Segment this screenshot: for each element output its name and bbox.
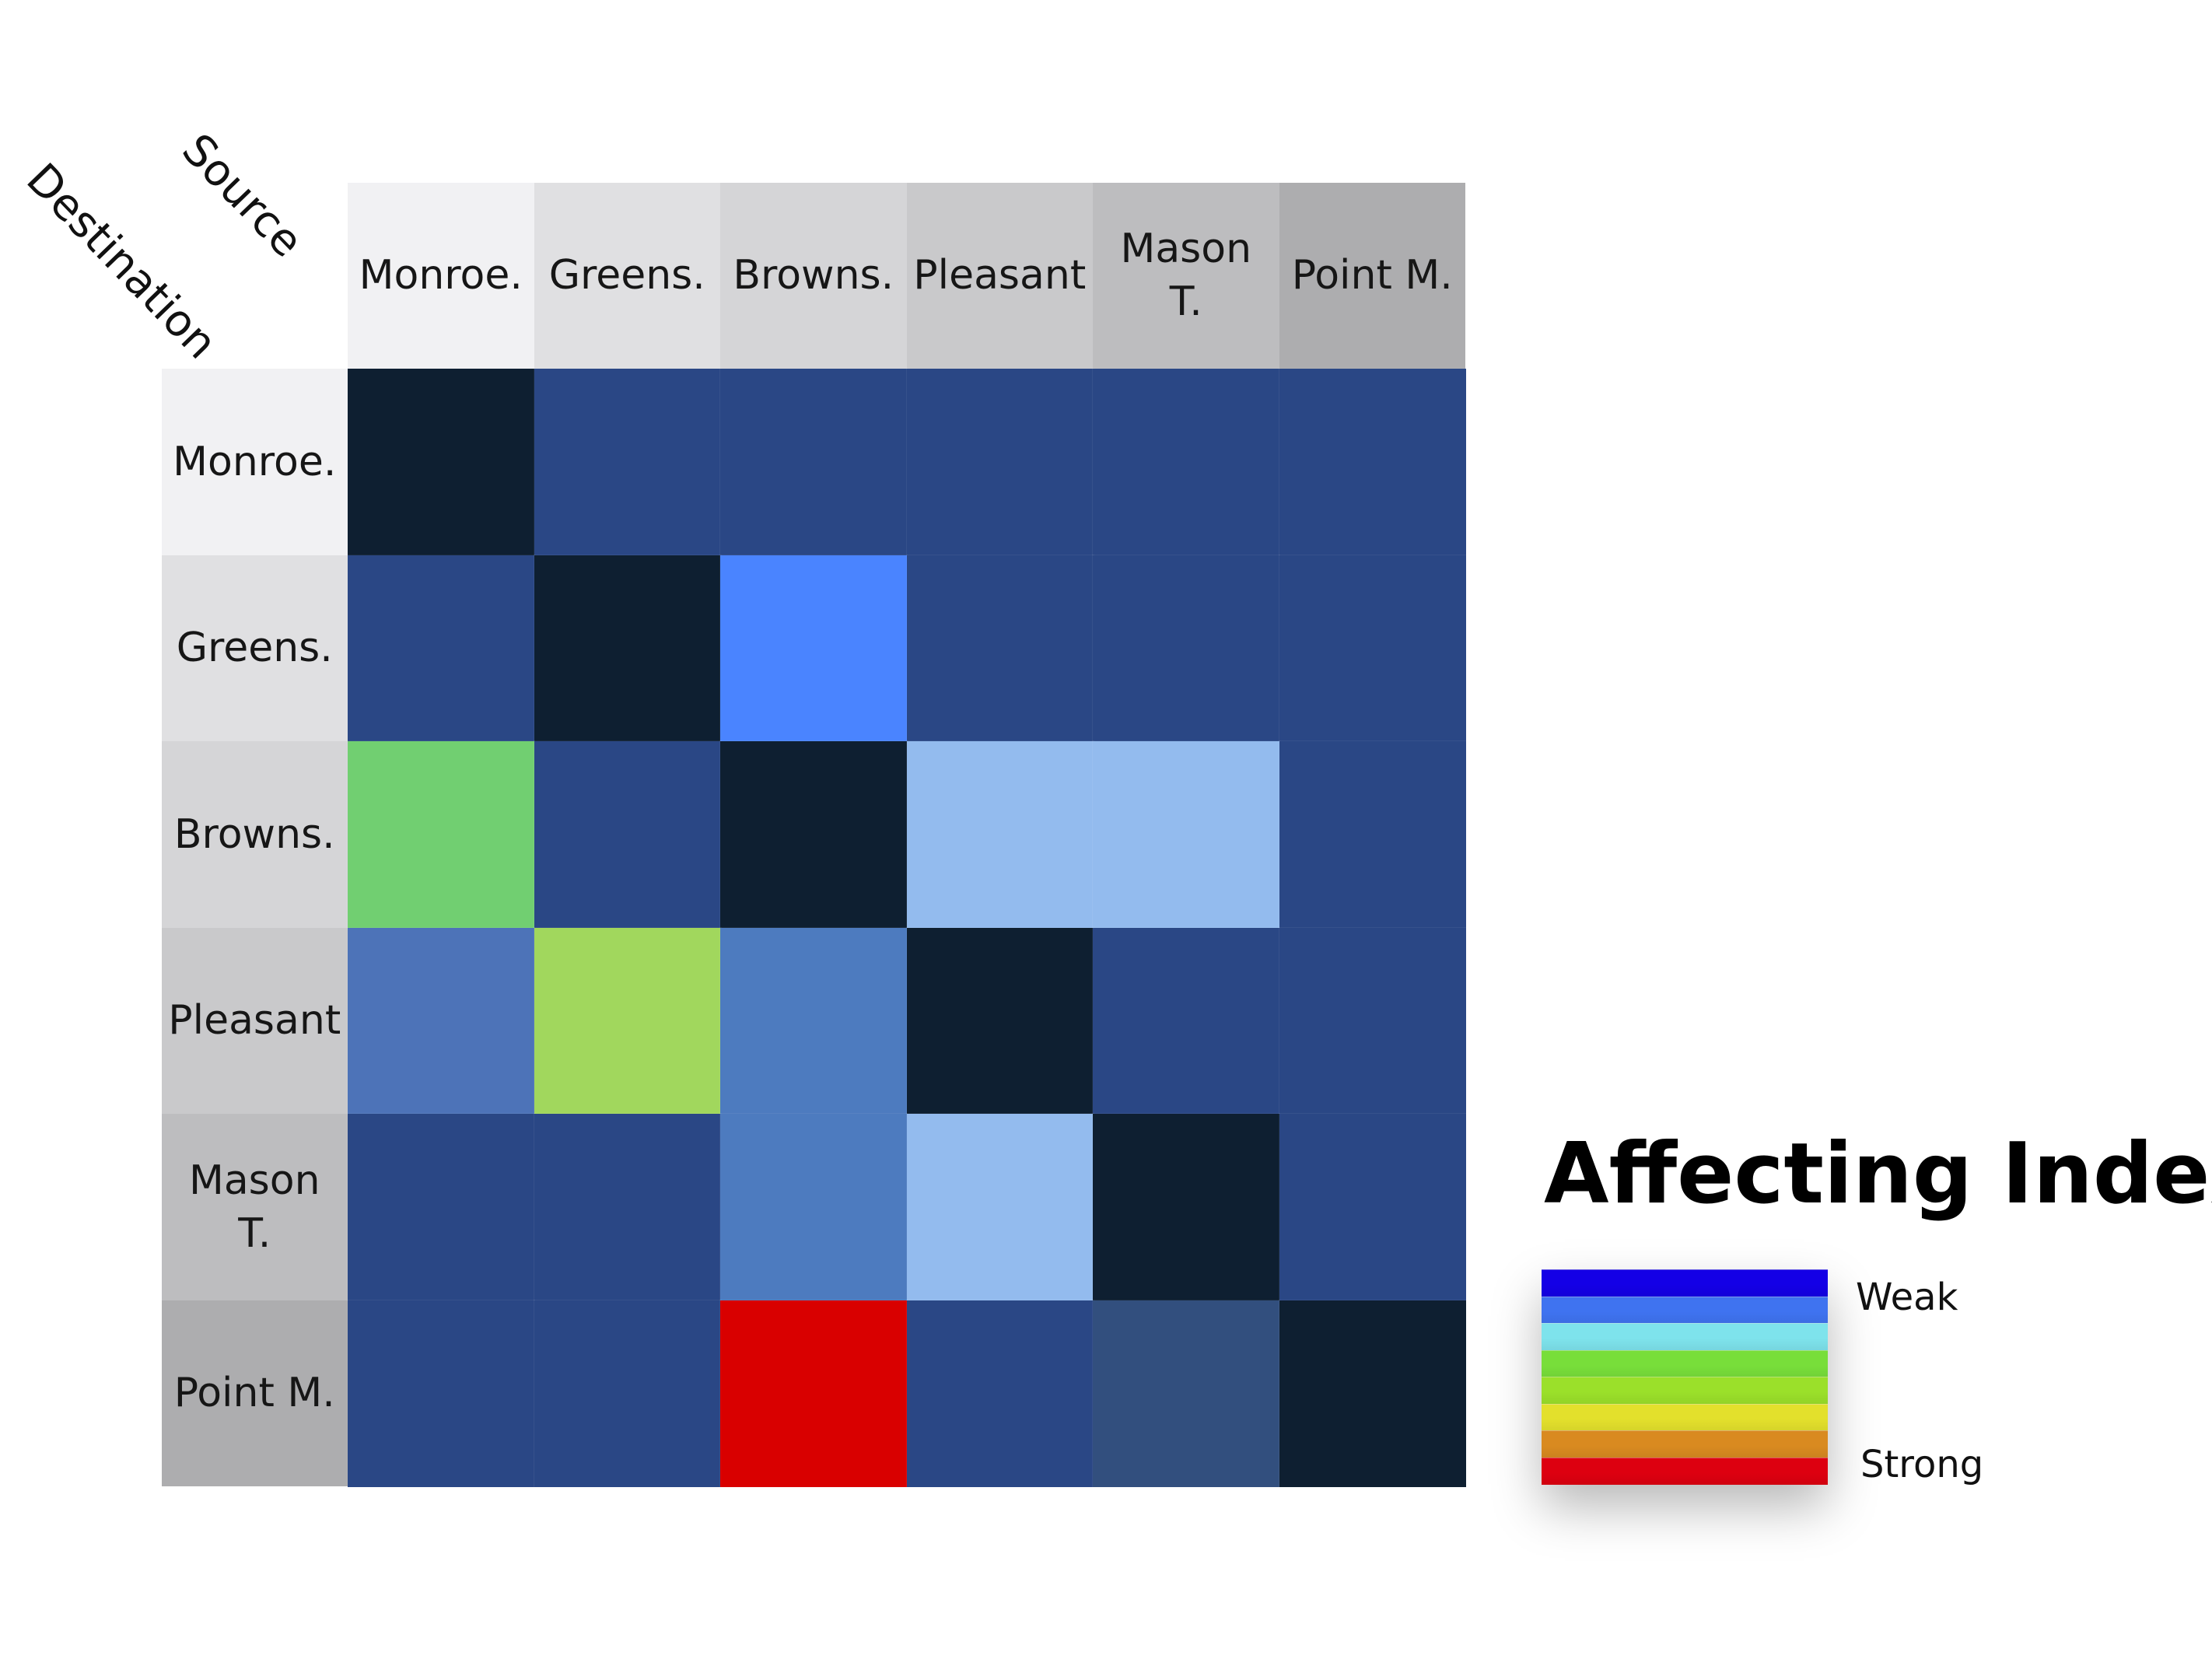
- heatmap-cell: [719, 740, 908, 929]
- heatmap-cell: [347, 926, 535, 1115]
- heatmap-cell: [905, 1299, 1094, 1488]
- legend-weak-label: Weak: [1856, 1276, 1958, 1319]
- heatmap-cell: [1278, 1299, 1467, 1488]
- column-header: Monroe.: [348, 182, 534, 369]
- heatmap-cell: [1092, 554, 1280, 743]
- heatmap-cell: [719, 368, 908, 556]
- heatmap-cell: [1278, 1113, 1467, 1301]
- heatmap-cell: [905, 1113, 1094, 1301]
- legend-band: [1542, 1323, 1828, 1350]
- column-header: Greens.: [534, 182, 720, 369]
- heatmap-cell: [1278, 740, 1467, 929]
- legend-strong-label: Strong: [1860, 1443, 1984, 1486]
- heatmap-cell: [347, 740, 535, 929]
- heatmap-cell: [1278, 926, 1467, 1115]
- heatmap-cell: [347, 368, 535, 556]
- heatmap-cell: [347, 1113, 535, 1301]
- row-header: Greens.: [161, 555, 348, 741]
- row-header: Browns.: [161, 741, 348, 928]
- heatmap-cell: [905, 554, 1094, 743]
- heatmap-cell: [1092, 740, 1280, 929]
- heatmap-cell: [905, 740, 1094, 929]
- heatmap-cell: [905, 368, 1094, 556]
- legend-band: [1542, 1430, 1828, 1458]
- heatmap-cell: [719, 1299, 908, 1488]
- legend-band: [1542, 1377, 1828, 1404]
- heatmap-cell: [533, 926, 722, 1115]
- heatmap-cell: [1278, 554, 1467, 743]
- heatmap-cell: [719, 554, 908, 743]
- destination-axis-title: Destination: [16, 154, 227, 369]
- heatmap-cell: [1092, 926, 1280, 1115]
- heatmap-cell: [533, 1299, 722, 1488]
- row-header: Monroe.: [161, 369, 348, 555]
- legend-band: [1542, 1269, 1828, 1297]
- legend-band: [1542, 1349, 1828, 1377]
- row-header: Pleasant: [161, 927, 348, 1114]
- column-header: Browns.: [720, 182, 907, 369]
- heatmap-cell: [347, 554, 535, 743]
- column-header: Point M.: [1279, 182, 1465, 369]
- legend-band: [1542, 1403, 1828, 1431]
- heatmap-cell: [533, 368, 722, 556]
- heatmap-cell: [347, 1299, 535, 1488]
- source-axis-title: Source: [172, 124, 313, 268]
- heatmap-cell: [1092, 368, 1280, 556]
- legend-title: Affecting Index: [1544, 1125, 2212, 1223]
- heatmap-cell: [1278, 368, 1467, 556]
- column-header: Mason T.: [1093, 182, 1279, 369]
- legend-band: [1542, 1457, 1828, 1485]
- heatmap-cell: [719, 1113, 908, 1301]
- heatmap-cell: [719, 926, 908, 1115]
- heatmap-cell: [533, 554, 722, 743]
- column-header: Pleasant: [906, 182, 1093, 369]
- heatmap-cell: [1092, 1113, 1280, 1301]
- legend-color-ramp: [1542, 1269, 1828, 1485]
- row-header: Mason T.: [161, 1114, 348, 1300]
- row-header: Point M.: [161, 1300, 348, 1486]
- heatmap-cell: [533, 1113, 722, 1301]
- legend-band: [1542, 1296, 1828, 1324]
- heatmap-cell: [1092, 1299, 1280, 1488]
- heatmap-cell: [905, 926, 1094, 1115]
- heatmap-cell: [533, 740, 722, 929]
